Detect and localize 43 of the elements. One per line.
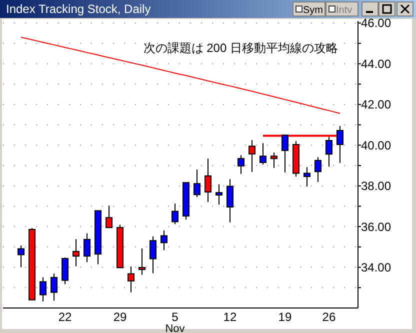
x-tick-label: 12 bbox=[223, 310, 237, 324]
candlestick bbox=[281, 134, 288, 173]
candlestick bbox=[226, 178, 234, 223]
x-tick-label: 29 bbox=[113, 310, 128, 324]
line-series bbox=[20, 36, 340, 114]
x-tick-label: 19 bbox=[278, 310, 292, 324]
toggle-button: Intv bbox=[326, 2, 358, 16]
candlestick bbox=[259, 142, 266, 165]
toggle-button: Sym bbox=[292, 2, 326, 16]
candlestick bbox=[215, 184, 222, 206]
candlestick bbox=[303, 166, 310, 187]
candlestick bbox=[84, 232, 91, 263]
candlestick bbox=[72, 238, 80, 267]
candlestick bbox=[204, 158, 212, 202]
candlestick bbox=[150, 236, 157, 274]
y-tick-label: 38.00 bbox=[361, 179, 392, 194]
y-tick-label: 44.00 bbox=[361, 56, 392, 71]
y-tick-label: 46.00 bbox=[361, 16, 392, 30]
y-tick-label: 42.00 bbox=[361, 98, 392, 112]
candlestick bbox=[325, 136, 332, 168]
candlestick bbox=[106, 205, 113, 228]
y-tick-label: 36.00 bbox=[361, 220, 392, 234]
candlestick bbox=[336, 126, 344, 164]
candlestick bbox=[193, 169, 200, 198]
candlestick bbox=[172, 203, 178, 225]
candlestick bbox=[237, 154, 244, 174]
y-tick-label: 34.00 bbox=[361, 260, 392, 274]
candlestick bbox=[314, 156, 322, 183]
annotation: 次の課題は 200 日移動平均線の攻略 bbox=[143, 41, 338, 55]
candlestick bbox=[270, 152, 278, 168]
x-tick-label: 5 Nov bbox=[165, 310, 186, 333]
candlestick bbox=[40, 276, 47, 302]
y-tick-label: 40.00 bbox=[361, 138, 392, 152]
candlestick bbox=[248, 140, 256, 173]
chart-title: Index Tracking Stock, Daily bbox=[6, 2, 151, 16]
candlestick bbox=[62, 257, 69, 285]
candlestick bbox=[160, 230, 168, 251]
x-tick-label: 26 bbox=[322, 310, 336, 324]
candlestick bbox=[138, 248, 146, 276]
x-tick-label: 22 bbox=[58, 310, 72, 324]
candlestick bbox=[18, 245, 25, 268]
candlestick bbox=[128, 266, 135, 293]
candlestick bbox=[50, 273, 58, 302]
